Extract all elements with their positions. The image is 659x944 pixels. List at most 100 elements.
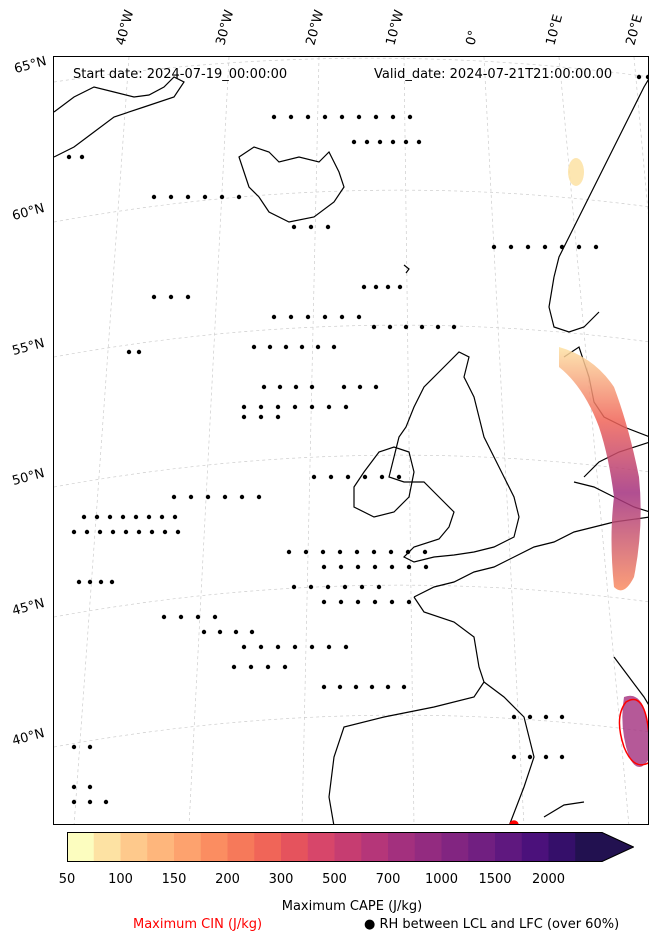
rh-dot — [542, 244, 548, 250]
rh-dot — [354, 549, 360, 555]
rh-dot — [71, 744, 77, 750]
lat-label-60n: 60°N — [10, 201, 47, 224]
rh-dot — [241, 404, 247, 410]
rh-dot — [171, 494, 177, 500]
rh-dot — [188, 494, 194, 500]
rh-dot — [231, 664, 237, 670]
rh-dot — [379, 474, 385, 480]
rh-legend-symbol: ● — [364, 917, 376, 932]
rh-dot — [161, 614, 167, 620]
colorbar-tick-label: 2000 — [531, 872, 566, 887]
rh-dot — [357, 384, 363, 390]
rh-dot — [299, 344, 305, 350]
rh-dot — [322, 314, 328, 320]
rh-dot — [175, 529, 181, 535]
rh-dot — [71, 529, 77, 535]
rh-dot — [87, 799, 93, 805]
colorbar-swatch — [334, 832, 362, 862]
rh-dot — [168, 294, 174, 300]
colorbar-swatch — [281, 832, 309, 862]
lon-label-20e: 20°E — [623, 12, 647, 48]
rh-dot — [559, 754, 565, 760]
rh-dot — [337, 549, 343, 555]
lon-label-0: 0° — [463, 28, 482, 47]
rh-dot — [271, 114, 277, 120]
rh-dot — [373, 284, 379, 290]
rh-dot — [508, 244, 514, 250]
rh-dot — [390, 114, 396, 120]
rh-dot — [258, 644, 264, 650]
rh-dot — [261, 384, 267, 390]
rh-dot — [249, 629, 255, 635]
rh-dot — [236, 194, 242, 200]
rh-dot — [451, 324, 457, 330]
rh-dot — [205, 494, 211, 500]
colorbar-swatch — [200, 832, 228, 862]
rh-dot — [527, 754, 533, 760]
colorbar-swatch — [575, 832, 603, 862]
rh-dot — [322, 114, 328, 120]
colorbar-tick-label: 500 — [322, 872, 347, 887]
rh-dot — [219, 194, 225, 200]
colorbar-swatch — [495, 832, 523, 862]
rh-dot — [136, 349, 142, 355]
rh-dot — [361, 284, 367, 290]
rh-dot — [645, 74, 648, 80]
colorbar-swatch — [414, 832, 442, 862]
rh-dot — [309, 404, 315, 410]
rh-dot — [511, 714, 517, 720]
rh-dot — [267, 344, 273, 350]
colorbar-extend-arrow — [602, 832, 634, 862]
rh-dot — [308, 584, 314, 590]
rh-dot — [149, 529, 155, 535]
lat-label-45n: 45°N — [10, 596, 47, 619]
rh-dot — [109, 579, 115, 585]
colorbar-tick-label: 700 — [375, 872, 401, 887]
colorbar-swatch — [120, 832, 148, 862]
rh-dot — [321, 599, 327, 605]
rh-dot — [406, 599, 412, 605]
rh-dot — [372, 599, 378, 605]
rh-dot — [321, 564, 327, 570]
rh-dot — [435, 324, 441, 330]
rh-dot — [233, 629, 239, 635]
rh-dot — [401, 684, 407, 690]
rh-dot — [543, 714, 549, 720]
rh-dot — [283, 344, 289, 350]
rh-dot — [293, 384, 299, 390]
rh-dot — [396, 474, 402, 480]
rh-dot — [212, 614, 218, 620]
rh-dot — [76, 579, 82, 585]
rh-dot — [345, 474, 351, 480]
lat-label-65n: 65°N — [12, 54, 49, 77]
rh-dot — [328, 474, 334, 480]
rh-dot — [305, 114, 311, 120]
rh-dot — [291, 224, 297, 230]
rh-dot — [309, 644, 315, 650]
rh-dot — [202, 194, 208, 200]
rh-dot — [339, 314, 345, 320]
lat-label-55n: 55°N — [10, 336, 47, 359]
rh-dot — [275, 644, 281, 650]
rh-dot — [84, 529, 90, 535]
rh-dot — [168, 194, 174, 200]
rh-dot — [81, 514, 87, 520]
rh-dot — [376, 584, 382, 590]
cape-shading — [559, 158, 648, 767]
colorbar-swatch — [521, 832, 549, 862]
rh-dot — [511, 754, 517, 760]
rh-dot — [282, 664, 288, 670]
rh-dot — [389, 599, 395, 605]
rh-dot — [369, 684, 375, 690]
rh-legend-label: RH between LCL and LFC (over 60%) — [379, 917, 620, 932]
rh-dot — [373, 114, 379, 120]
rh-dot — [371, 549, 377, 555]
rh-dot — [326, 644, 332, 650]
colorbar-tick-label: 50 — [58, 872, 76, 887]
rh-dot — [423, 564, 429, 570]
colorbar-swatch — [254, 832, 282, 862]
colorbar-outline — [67, 832, 634, 862]
rh-dot — [126, 349, 132, 355]
lon-label-10e: 10°E — [543, 12, 567, 48]
rh-dot — [271, 314, 277, 320]
